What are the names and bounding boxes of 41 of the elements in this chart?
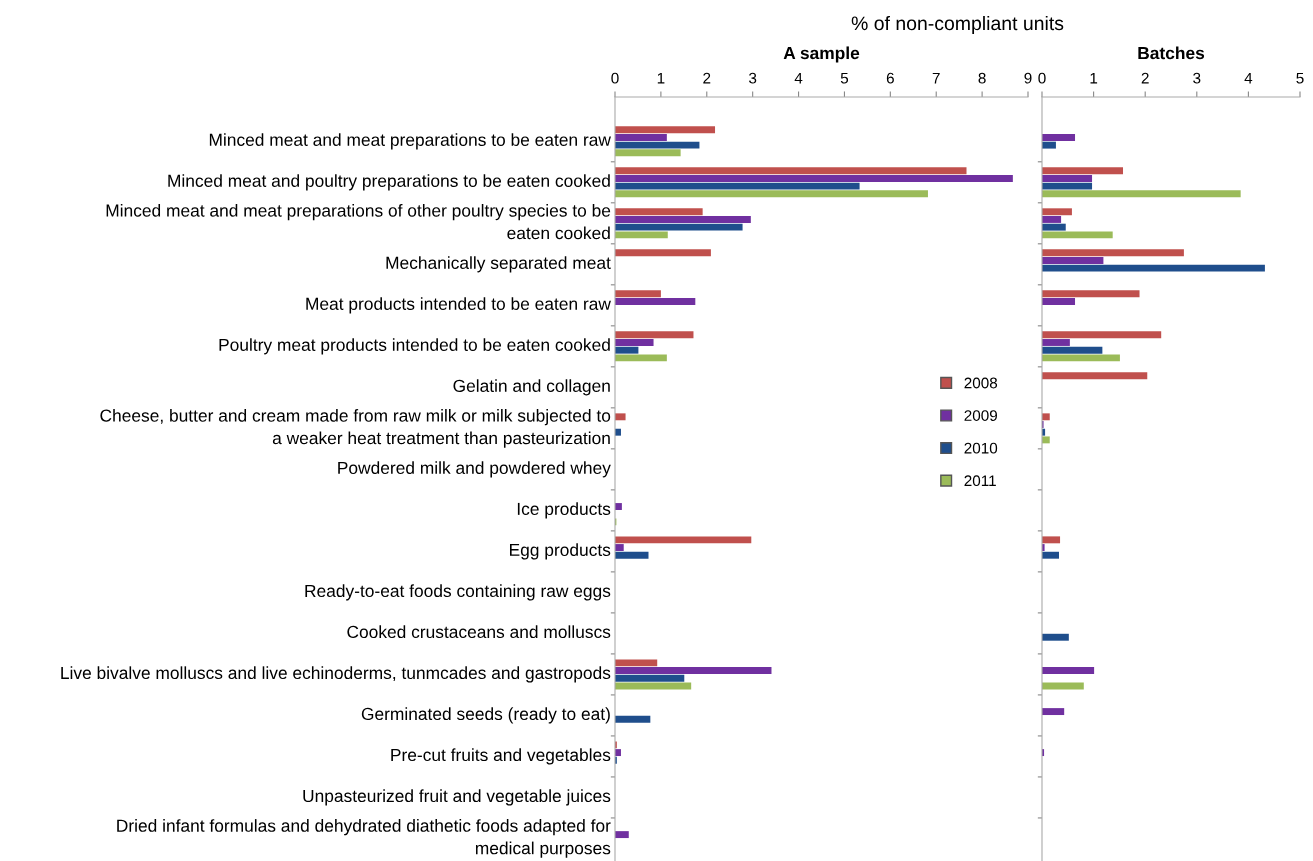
y-tick-label: Minced meat and meat preparations to be eaten raw bbox=[209, 133, 611, 150]
legend-label: 2010 bbox=[964, 442, 998, 454]
y-tick-label: Meat products intended to be eaten raw bbox=[306, 297, 611, 314]
x-tick-label: 4 bbox=[1244, 72, 1253, 84]
y-tick-label: Poultry meat products intended to be eaten cooked bbox=[219, 338, 610, 355]
y-tick-label: Cheese, butter and cream made from raw milk or milk subjected to a weaker heat treatment than pasteurization bbox=[100, 409, 611, 448]
legend-label: 2008 bbox=[964, 377, 998, 389]
y-tick-label: Gelatin and collagen bbox=[453, 379, 610, 396]
y-tick-label: Germinated seeds (ready to eat) bbox=[361, 707, 610, 724]
x-tick-label: 3 bbox=[1193, 72, 1201, 84]
x-tick-label: 0 bbox=[611, 72, 619, 84]
x-tick-label: 4 bbox=[794, 72, 803, 84]
x-tick-label: 1 bbox=[657, 72, 665, 84]
y-tick-label: Dried infant formulas and dehydrated diathetic foods adapted for medical purposes bbox=[117, 819, 611, 858]
x-tick-label: 1 bbox=[1090, 72, 1098, 84]
x-tick-label: 6 bbox=[886, 72, 894, 84]
y-tick-label: Mechanically separated meat bbox=[386, 256, 611, 273]
x-axis-title: % of non-compliant units bbox=[851, 15, 1064, 35]
y-tick-label: Minced meat and poultry preparations to be eaten cooked bbox=[168, 174, 610, 191]
y-tick-label: Live bivalve molluscs and live echinoderms, tunmcades and gastropods bbox=[61, 666, 611, 683]
y-tick-label: Ready-to-eat foods containing raw eggs bbox=[305, 584, 611, 601]
x-tick-label: 9 bbox=[1024, 72, 1032, 84]
x-tick-label: 2 bbox=[703, 72, 711, 84]
y-tick-label: Egg products bbox=[510, 543, 611, 560]
y-tick-label: Unpasteurized fruit and vegetable juices bbox=[303, 789, 611, 806]
chart-title: Batches bbox=[1138, 46, 1205, 60]
x-tick-label: 7 bbox=[932, 72, 940, 84]
x-tick-label: 8 bbox=[978, 72, 986, 84]
x-tick-label: 2 bbox=[1141, 72, 1149, 84]
x-tick-label: 5 bbox=[1296, 72, 1304, 84]
y-tick-label: Pre-cut fruits and vegetables bbox=[391, 748, 611, 765]
x-tick-label: 0 bbox=[1038, 72, 1046, 84]
legend-label: 2009 bbox=[964, 410, 998, 421]
x-tick-label: 5 bbox=[840, 72, 849, 84]
y-tick-label: Powdered milk and powdered whey bbox=[338, 461, 611, 478]
x-tick-label: 3 bbox=[749, 72, 757, 84]
y-tick-label: Cooked crustaceans and molluscs bbox=[347, 625, 611, 639]
chart-title: A sample bbox=[783, 46, 860, 63]
y-tick-label: Ice products bbox=[517, 502, 611, 519]
legend-label: 2011 bbox=[964, 475, 996, 487]
y-tick-label: Minced meat and meat preparations of other poultry species to be eaten cooked bbox=[106, 203, 611, 240]
